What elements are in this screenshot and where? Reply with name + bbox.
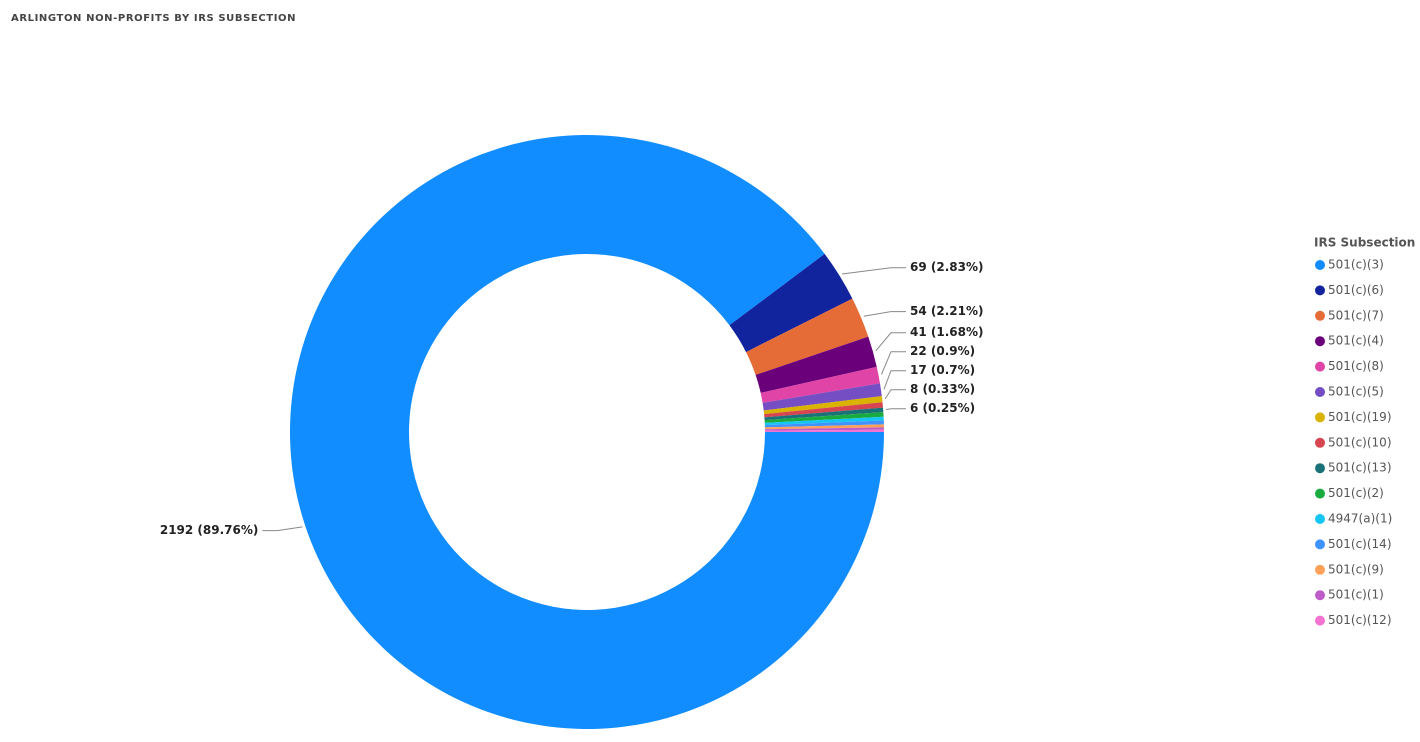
leader-line — [875, 332, 906, 352]
data-label: 17 (0.7%) — [910, 363, 975, 377]
donut-slice — [762, 383, 882, 411]
legend-label: 501(c)(2) — [1328, 486, 1384, 500]
data-label: 22 (0.9%) — [910, 344, 975, 358]
legend-marker — [1315, 412, 1325, 423]
data-label: 69 (2.83%) — [910, 260, 983, 274]
legend-marker — [1315, 336, 1325, 347]
donut-slice — [764, 407, 884, 421]
legend-label: 501(c)(13) — [1328, 461, 1392, 475]
legend-marker — [1315, 590, 1325, 601]
donut-slice — [764, 424, 884, 430]
data-label: 41 (1.68%) — [910, 325, 983, 339]
leader-line — [262, 526, 303, 532]
legend-title: IRS Subsection — [1314, 236, 1415, 250]
donut-slice — [764, 412, 884, 423]
donut-slice — [755, 336, 877, 393]
legend-label: 501(c)(1) — [1328, 588, 1384, 602]
leader-line — [863, 311, 906, 317]
data-label: 6 (0.25%) — [910, 401, 975, 415]
data-label: 54 (2.21%) — [910, 304, 983, 318]
data-label: 2192 (89.76%) — [160, 523, 259, 537]
legend-label: 4947(a)(1) — [1328, 512, 1392, 526]
legend-marker — [1315, 437, 1325, 448]
leader-line — [884, 389, 906, 400]
donut-slice — [764, 427, 884, 431]
legend-marker — [1315, 564, 1325, 575]
chart-title: ARLINGTON NON-PROFITS BY IRS SUBSECTION — [11, 13, 296, 24]
legend-marker — [1315, 285, 1325, 296]
donut-slice — [763, 396, 883, 415]
legend-label: 501(c)(12) — [1328, 613, 1392, 627]
leader-line — [841, 267, 906, 275]
legend-marker — [1315, 310, 1325, 321]
legend-marker — [1315, 463, 1325, 474]
donut-slice — [764, 402, 883, 418]
legend-marker — [1315, 615, 1325, 626]
donut-slice — [760, 366, 880, 403]
donut-slice — [729, 253, 853, 353]
donut-slice — [746, 298, 869, 375]
legend-label: 501(c)(14) — [1328, 537, 1392, 551]
legend-marker — [1315, 488, 1325, 499]
legend-marker — [1315, 260, 1325, 270]
legend-marker — [1315, 387, 1325, 397]
donut-slice — [764, 416, 884, 426]
legend-label: 501(c)(9) — [1328, 562, 1384, 576]
data-label: 8 (0.33%) — [910, 382, 975, 396]
legend-marker — [1315, 539, 1325, 550]
donut-slice — [289, 134, 884, 730]
legend-label: 501(c)(19) — [1328, 410, 1392, 424]
legend-label: 501(c)(7) — [1328, 308, 1384, 322]
leader-line — [886, 408, 906, 411]
donut-slice — [764, 429, 884, 432]
leader-line — [880, 351, 906, 375]
legend-label: 501(c)(6) — [1328, 283, 1384, 297]
legend-label: 501(c)(3) — [1328, 258, 1384, 272]
legend-label: 501(c)(5) — [1328, 385, 1384, 399]
legend-marker — [1315, 514, 1325, 524]
legend-label: 501(c)(4) — [1328, 334, 1384, 348]
legend-label: 501(c)(10) — [1328, 435, 1392, 449]
donut-slice — [764, 420, 884, 428]
legend-label: 501(c)(8) — [1328, 359, 1384, 373]
legend-marker — [1315, 361, 1325, 372]
leader-line — [883, 370, 906, 390]
